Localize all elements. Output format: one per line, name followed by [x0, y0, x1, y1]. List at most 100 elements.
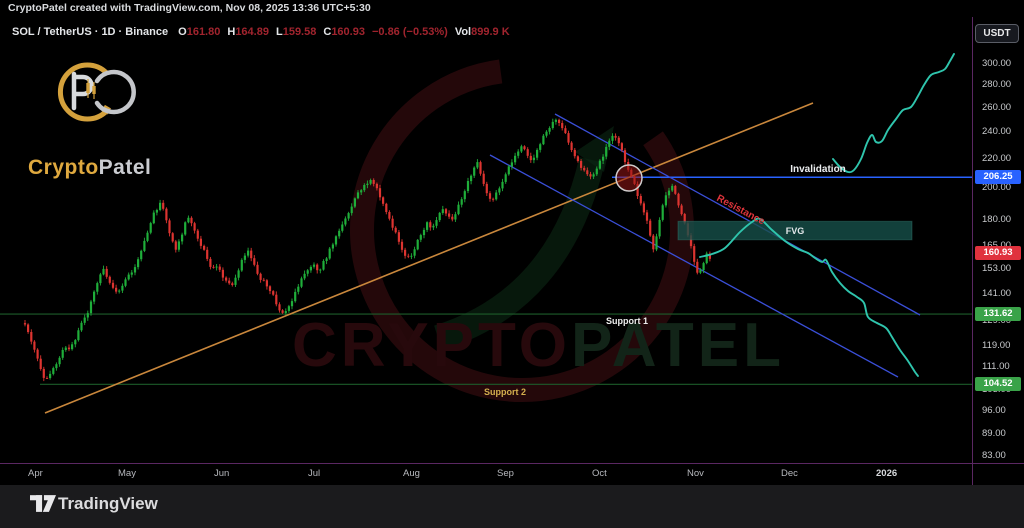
- candle: [429, 222, 432, 228]
- candle: [174, 241, 177, 250]
- candle: [671, 185, 674, 191]
- candle: [608, 140, 611, 147]
- candle: [460, 199, 463, 205]
- time-tick-Nov: Nov: [687, 468, 704, 479]
- candle: [181, 234, 184, 242]
- candle: [470, 175, 473, 182]
- candle: [683, 214, 686, 224]
- tradingview-logo-icon[interactable]: [30, 494, 56, 514]
- tradingview-logo-text[interactable]: TradingView: [58, 494, 158, 513]
- candle: [492, 198, 495, 200]
- candle: [416, 239, 419, 250]
- candle: [426, 222, 429, 230]
- candle: [99, 274, 102, 284]
- currency-toggle-button[interactable]: USDT: [975, 24, 1019, 43]
- candles-series: [23, 118, 711, 382]
- candle: [272, 291, 275, 295]
- candle: [620, 143, 623, 151]
- candle: [328, 248, 331, 259]
- logo-text-crypto: Crypto: [28, 156, 99, 179]
- time-axis[interactable]: Apr May Jun Jul Aug Sep Oct Nov Dec 2026: [0, 464, 1024, 485]
- time-tick-Apr: Apr: [28, 468, 43, 479]
- price-tick: 165.00: [982, 240, 1011, 251]
- watermark-text: CRYPTOPATEL: [292, 311, 785, 380]
- candle: [256, 264, 259, 274]
- candle: [331, 244, 334, 249]
- candle: [137, 259, 140, 268]
- candle: [576, 156, 579, 161]
- candle: [382, 197, 385, 204]
- candle: [708, 253, 711, 259]
- price-tick: 200.00: [982, 182, 1012, 193]
- candle: [228, 280, 231, 284]
- candle: [300, 278, 303, 287]
- price-tick: 180.00: [982, 214, 1012, 225]
- candle: [281, 310, 284, 313]
- candle: [598, 160, 601, 169]
- candle: [476, 162, 479, 168]
- candle: [611, 135, 614, 141]
- candle: [664, 195, 667, 206]
- candle: [237, 270, 240, 278]
- candle: [334, 236, 338, 245]
- candle: [652, 235, 655, 250]
- candle: [319, 269, 322, 271]
- candle: [152, 212, 155, 224]
- price-tick: 89.00: [982, 428, 1006, 439]
- candle: [404, 249, 407, 256]
- candle: [356, 192, 360, 199]
- candle: [225, 277, 228, 281]
- price-axis[interactable]: 300.00 280.00 260.00 240.00 220.00 200.00 180.…: [974, 17, 1024, 463]
- candle: [221, 269, 224, 278]
- candle: [372, 180, 375, 184]
- candle: [592, 174, 595, 177]
- candle: [325, 258, 328, 261]
- candle: [105, 268, 108, 277]
- candle: [338, 230, 341, 237]
- candle: [360, 190, 363, 193]
- candle: [391, 218, 394, 228]
- support-2-label: Support 2: [484, 387, 526, 397]
- candle: [636, 184, 639, 196]
- candle: [504, 174, 507, 182]
- candle: [589, 174, 592, 177]
- ascending-trendline: [44, 102, 814, 414]
- breakdown-path: [699, 217, 919, 377]
- candle: [482, 173, 485, 184]
- candle: [347, 213, 350, 219]
- candle: [441, 209, 444, 213]
- symbol-title[interactable]: SOL / TetherUS · 1D · Binance: [12, 26, 169, 38]
- symbol-bar[interactable]: SOL / TetherUS · 1D · Binance O161.80 H16…: [12, 26, 510, 40]
- candle: [143, 240, 146, 251]
- candle: [602, 156, 605, 161]
- candle: [42, 368, 45, 378]
- candle: [184, 222, 187, 235]
- price-tick: 300.00: [982, 58, 1012, 69]
- candle: [463, 191, 466, 200]
- candle: [36, 349, 39, 359]
- candle: [322, 261, 325, 270]
- candle: [642, 203, 645, 213]
- cryptopatel-logo-text: CryptoPatel: [28, 156, 151, 180]
- candle: [341, 224, 344, 231]
- attribution-text: CryptoPatel created with TradingView.com…: [8, 2, 371, 14]
- candle: [385, 203, 388, 212]
- candle: [218, 266, 221, 270]
- candle: [564, 128, 567, 134]
- chart-drawings: CRYPTOPATELInvalidationResistanceFVGSupp…: [0, 53, 972, 414]
- time-tick-Jun: Jun: [214, 468, 230, 479]
- logo-text-patel: Patel: [98, 156, 152, 179]
- candle: [529, 155, 532, 161]
- candle: [545, 131, 548, 136]
- candle: [102, 268, 105, 275]
- candle: [290, 301, 294, 307]
- candle: [466, 181, 470, 191]
- time-tick-Dec: Dec: [781, 468, 798, 479]
- candle: [231, 283, 234, 285]
- candle: [539, 144, 542, 150]
- candle: [303, 273, 306, 279]
- price-tick: 96.00: [982, 405, 1006, 416]
- candle: [614, 135, 617, 138]
- candle: [680, 205, 683, 215]
